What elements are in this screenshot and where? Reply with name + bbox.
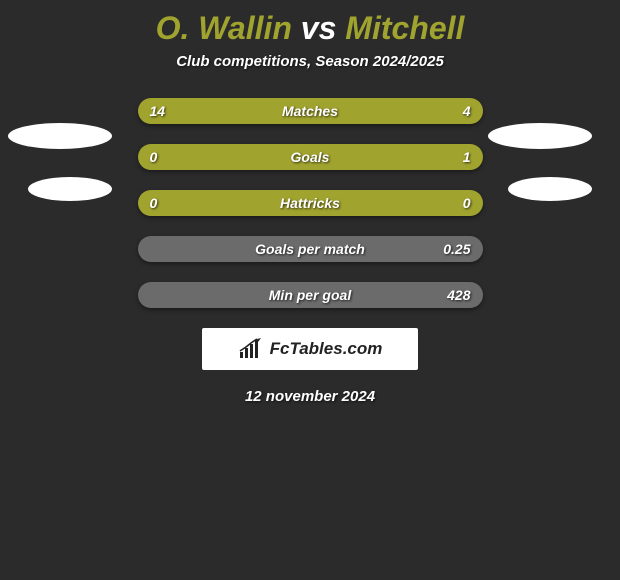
side-ellipse <box>28 177 112 201</box>
stat-segment-left <box>138 282 483 308</box>
stat-segment-left <box>138 144 200 170</box>
fctables-logo: FcTables.com <box>202 328 418 370</box>
side-ellipse <box>8 123 112 149</box>
title-player2: Mitchell <box>345 10 464 46</box>
side-ellipse <box>488 123 592 149</box>
stat-row: Min per goal428 <box>138 282 483 308</box>
date-label: 12 november 2024 <box>0 388 620 405</box>
title-vs: vs <box>301 10 337 46</box>
side-ellipse <box>508 177 592 201</box>
stat-row: Goals per match0.25 <box>138 236 483 262</box>
bar-chart-icon <box>238 338 264 360</box>
stat-row: Matches144 <box>138 98 483 124</box>
stat-segment-left <box>138 98 397 124</box>
subtitle: Club competitions, Season 2024/2025 <box>0 53 620 70</box>
stat-segment-right <box>200 144 483 170</box>
stat-segment-right <box>396 98 482 124</box>
stat-segment-left <box>138 236 483 262</box>
title-player1: O. Wallin <box>156 10 292 46</box>
comparison-title: O. Wallin vs Mitchell <box>0 0 620 53</box>
logo-text: FcTables.com <box>270 339 383 359</box>
stat-rows: Matches144 Goals01 Hattricks00 Goals per ma… <box>138 98 483 308</box>
stat-segment-left <box>138 190 483 216</box>
stat-row: Goals01 <box>138 144 483 170</box>
stat-row: Hattricks00 <box>138 190 483 216</box>
